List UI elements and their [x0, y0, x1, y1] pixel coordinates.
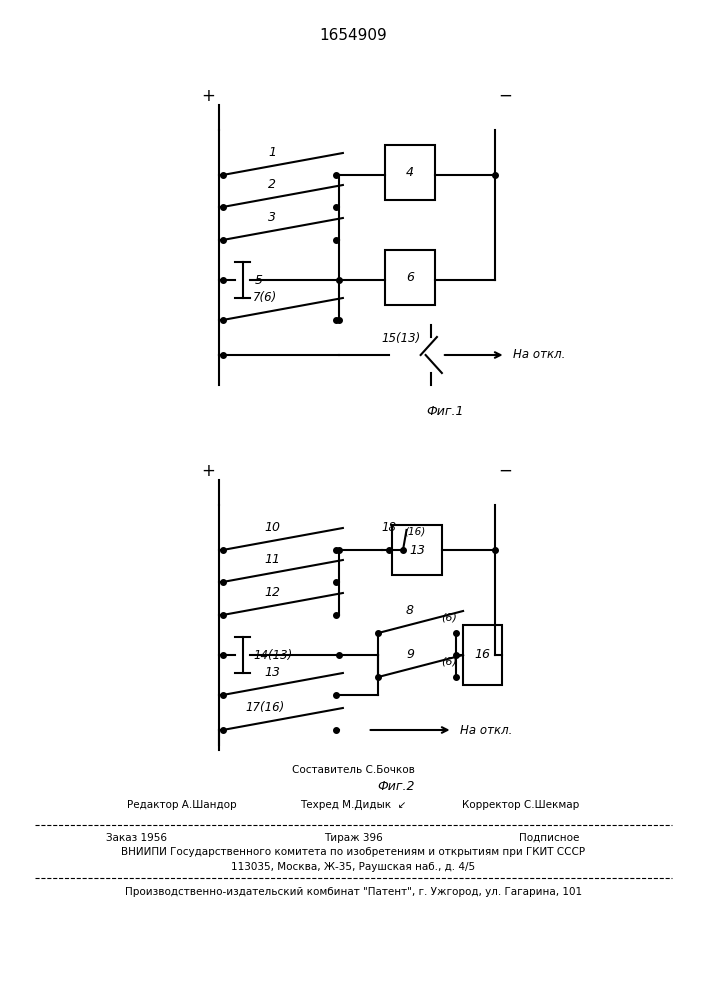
Text: 6: 6	[406, 271, 414, 284]
Text: 5: 5	[255, 273, 263, 286]
Text: Тираж 396: Тираж 396	[324, 833, 383, 843]
Text: 13: 13	[409, 544, 425, 556]
Text: 15(13): 15(13)	[382, 332, 421, 345]
Text: +: +	[201, 462, 216, 480]
Text: Корректор С.Шекмар: Корректор С.Шекмар	[462, 800, 580, 810]
Text: 11: 11	[264, 553, 280, 566]
Text: Редактор А.Шандор: Редактор А.Шандор	[127, 800, 237, 810]
Text: Фиг.1: Фиг.1	[426, 405, 464, 418]
Text: 10: 10	[264, 521, 280, 534]
Text: Заказ 1956: Заказ 1956	[106, 833, 167, 843]
Text: 9: 9	[406, 648, 414, 661]
FancyBboxPatch shape	[392, 525, 442, 575]
Text: (6): (6)	[441, 613, 457, 623]
Text: 12: 12	[264, 586, 280, 599]
FancyBboxPatch shape	[385, 145, 435, 200]
Text: На откл.: На откл.	[513, 349, 565, 361]
Text: Фиг.2: Фиг.2	[377, 780, 415, 793]
Text: (16): (16)	[404, 526, 426, 536]
Text: Техред М.Дидык  ↙: Техред М.Дидык ↙	[300, 800, 407, 810]
Text: +: +	[201, 87, 216, 105]
Text: 8: 8	[406, 604, 414, 617]
Text: Производственно-издательский комбинат "Патент", г. Ужгород, ул. Гагарина, 101: Производственно-издательский комбинат "П…	[125, 887, 582, 897]
Text: На откл.: На откл.	[460, 724, 512, 736]
Text: 17(16): 17(16)	[245, 701, 285, 714]
Text: 3: 3	[268, 211, 276, 224]
Text: 4: 4	[406, 166, 414, 179]
Text: Подписное: Подписное	[520, 833, 580, 843]
Text: (6): (6)	[441, 657, 457, 667]
Text: 1654909: 1654909	[320, 27, 387, 42]
Text: Составитель С.Бочков: Составитель С.Бочков	[292, 765, 415, 775]
Text: 1: 1	[268, 146, 276, 159]
Text: −: −	[498, 87, 513, 105]
FancyBboxPatch shape	[385, 250, 435, 305]
Text: 113035, Москва, Ж-35, Раушская наб., д. 4/5: 113035, Москва, Ж-35, Раушская наб., д. …	[231, 862, 476, 872]
Text: 13: 13	[264, 666, 280, 679]
FancyBboxPatch shape	[463, 625, 502, 685]
Text: 18: 18	[382, 521, 397, 534]
Text: ВНИИПИ Государственного комитета по изобретениям и открытиям при ГКИТ СССР: ВНИИПИ Государственного комитета по изоб…	[122, 847, 585, 857]
Text: −: −	[498, 462, 513, 480]
Text: 2: 2	[268, 178, 276, 191]
Text: 7(6): 7(6)	[253, 291, 277, 304]
Text: 16: 16	[474, 648, 491, 662]
Text: 14(13): 14(13)	[254, 648, 293, 662]
